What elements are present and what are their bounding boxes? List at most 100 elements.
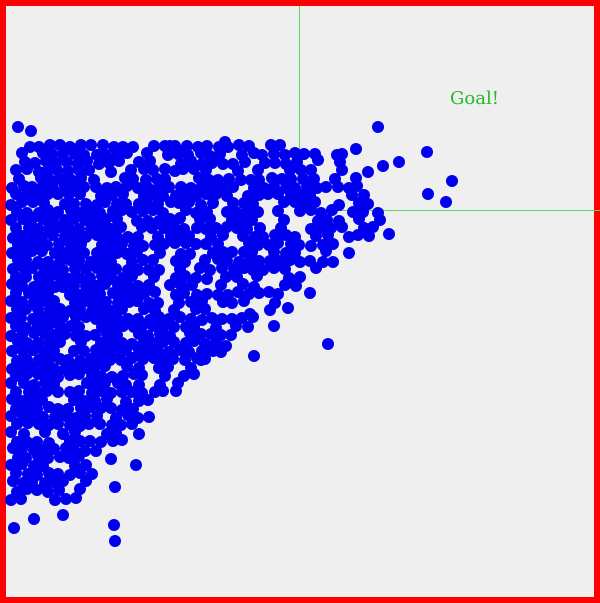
ball <box>178 370 191 383</box>
ball <box>104 401 117 414</box>
ball <box>146 253 159 266</box>
ball <box>111 246 124 259</box>
ball <box>52 385 65 398</box>
ball <box>114 220 127 233</box>
ball <box>32 450 45 463</box>
ball <box>16 229 29 242</box>
ball <box>105 453 118 466</box>
ball <box>99 360 112 373</box>
ball <box>88 360 101 373</box>
ball <box>177 286 190 299</box>
ball <box>63 368 76 381</box>
ball <box>136 254 149 267</box>
ball <box>5 426 18 439</box>
ball <box>193 212 206 225</box>
ball <box>6 393 19 406</box>
ball <box>342 231 355 244</box>
ball <box>146 163 159 176</box>
ball <box>83 163 96 176</box>
ball <box>322 338 334 350</box>
ball <box>153 310 166 323</box>
goal-label: Goal! <box>450 88 499 109</box>
ball <box>216 312 229 325</box>
ball <box>22 417 35 430</box>
ball <box>241 321 254 334</box>
ball <box>41 188 54 201</box>
ball <box>265 138 278 151</box>
ball <box>251 164 264 177</box>
ball <box>132 427 145 440</box>
ball <box>69 492 82 505</box>
ball <box>37 261 50 274</box>
ball <box>342 246 355 259</box>
ball <box>27 343 40 356</box>
ball <box>262 286 275 299</box>
ball <box>116 303 129 316</box>
ball <box>94 418 107 431</box>
ball <box>225 328 238 341</box>
ball <box>91 228 104 241</box>
ball <box>189 238 202 251</box>
ball <box>12 121 24 133</box>
ball <box>25 125 37 137</box>
ball <box>393 156 405 168</box>
ball <box>192 171 205 184</box>
ball <box>90 180 103 193</box>
ball <box>96 138 109 151</box>
ball <box>157 385 170 397</box>
ball <box>126 270 139 283</box>
ball <box>222 141 235 154</box>
ball <box>422 188 434 200</box>
ball <box>366 221 379 234</box>
ball <box>279 278 292 291</box>
ball <box>116 386 128 399</box>
ball <box>142 411 155 424</box>
ball <box>21 483 34 496</box>
ball <box>237 212 250 225</box>
ball <box>199 303 212 315</box>
ball <box>135 220 148 233</box>
ball <box>6 475 19 488</box>
ball <box>261 187 274 200</box>
ball <box>17 376 30 389</box>
ball <box>162 180 175 193</box>
ball <box>110 262 123 275</box>
ball <box>38 426 51 438</box>
ball <box>15 196 28 209</box>
ball <box>31 484 44 497</box>
ball <box>69 425 82 438</box>
ball <box>147 204 160 217</box>
ball <box>73 368 86 381</box>
ball <box>305 204 318 217</box>
ball <box>214 345 227 358</box>
ball <box>53 138 66 151</box>
ball <box>59 492 72 505</box>
ball <box>142 394 155 407</box>
ball <box>109 481 121 493</box>
ball <box>67 213 80 226</box>
ball <box>112 155 125 168</box>
ball <box>225 245 238 258</box>
ball <box>293 256 306 269</box>
ball <box>440 196 452 208</box>
ball <box>362 166 374 178</box>
ball <box>201 272 214 285</box>
ball <box>173 311 186 324</box>
ball <box>126 385 139 398</box>
ball <box>28 513 40 525</box>
ball <box>73 320 86 333</box>
ball <box>363 230 376 243</box>
ball <box>15 492 28 505</box>
ball <box>227 180 239 193</box>
ball <box>131 230 144 243</box>
ball <box>53 451 66 464</box>
ball <box>320 245 333 258</box>
ball <box>63 188 76 201</box>
ball <box>193 261 206 274</box>
ball <box>11 335 24 348</box>
ball <box>446 175 458 187</box>
ball <box>225 297 238 310</box>
ball <box>251 269 264 282</box>
ball <box>293 204 306 217</box>
